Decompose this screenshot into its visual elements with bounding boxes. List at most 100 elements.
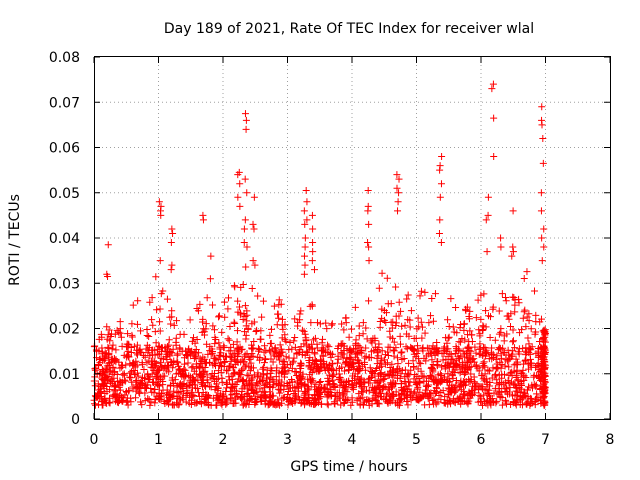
data-point [388, 367, 396, 375]
data-point [431, 351, 439, 359]
data-point [387, 380, 395, 388]
data-point [168, 349, 176, 357]
data-point [243, 371, 251, 379]
data-point [452, 304, 460, 312]
data-point [143, 359, 151, 367]
data-point [119, 396, 127, 404]
data-point [414, 395, 422, 403]
data-point [244, 325, 252, 333]
data-point [163, 348, 171, 356]
data-point [267, 364, 275, 372]
data-point [395, 175, 403, 183]
data-point [168, 358, 176, 366]
data-point [246, 367, 254, 375]
data-point [414, 314, 422, 322]
data-point [176, 394, 184, 402]
data-point [516, 395, 524, 403]
x-tick-label: 1 [154, 432, 163, 448]
data-point [353, 356, 361, 364]
data-point [433, 358, 441, 366]
data-point [427, 312, 435, 320]
data-point [395, 395, 403, 403]
data-point [401, 321, 409, 329]
data-point [356, 364, 364, 372]
data-point [377, 357, 385, 365]
data-point [540, 243, 548, 251]
data-point [168, 374, 176, 382]
data-point [91, 401, 99, 409]
data-point [489, 364, 497, 372]
data-point [107, 332, 115, 340]
data-point [465, 313, 473, 321]
data-point [340, 399, 348, 407]
data-point [128, 320, 136, 328]
data-point [241, 351, 249, 359]
data-point [539, 387, 547, 395]
data-point [337, 341, 345, 349]
data-point [270, 350, 278, 358]
data-point [144, 349, 152, 357]
data-point [126, 373, 134, 381]
data-point [149, 378, 157, 386]
data-point [190, 334, 197, 342]
data-point [149, 364, 157, 372]
data-point [234, 297, 242, 305]
data-point [258, 376, 266, 384]
data-point [290, 354, 298, 362]
data-point [373, 365, 381, 373]
y-tick-label: 0.02 [49, 322, 80, 338]
data-point [153, 380, 161, 388]
data-point [167, 239, 175, 247]
data-point [522, 323, 530, 331]
data-point [300, 340, 308, 348]
data-point [147, 385, 155, 393]
data-point [530, 371, 538, 379]
data-point [103, 362, 111, 370]
data-point [310, 359, 318, 367]
data-point [256, 354, 264, 362]
data-point [457, 386, 465, 394]
data-point [128, 331, 136, 339]
data-point [462, 369, 470, 377]
data-point [280, 358, 288, 366]
data-point [511, 308, 519, 316]
data-point [263, 366, 271, 374]
data-point [156, 257, 164, 265]
data-point [537, 189, 545, 197]
data-point [518, 326, 526, 334]
data-point [435, 229, 443, 237]
data-point [134, 372, 142, 380]
data-point [339, 381, 347, 389]
data-point [498, 361, 506, 369]
data-point [266, 378, 274, 386]
data-point [443, 345, 451, 353]
data-point [444, 391, 452, 399]
data-point [376, 317, 384, 325]
data-point [502, 297, 510, 305]
data-point [341, 398, 349, 406]
data-point [191, 384, 199, 392]
data-point [329, 350, 337, 358]
data-point [118, 397, 126, 405]
data-point [243, 189, 251, 197]
data-point [456, 393, 464, 401]
x-tick-label: 6 [477, 432, 486, 448]
data-point [91, 382, 99, 390]
data-point [429, 396, 437, 404]
data-point [413, 385, 421, 393]
data-point [405, 332, 413, 340]
data-point [358, 388, 366, 396]
data-point [521, 390, 529, 398]
data-point [218, 398, 226, 406]
data-point [310, 392, 318, 400]
data-point [119, 362, 127, 370]
data-point [296, 381, 304, 389]
data-point [215, 312, 223, 320]
data-point [537, 207, 545, 215]
data-point [384, 398, 392, 406]
data-point [394, 374, 402, 382]
data-point [273, 348, 281, 356]
data-point [234, 171, 242, 179]
data-point [538, 121, 546, 129]
data-point [226, 362, 234, 370]
